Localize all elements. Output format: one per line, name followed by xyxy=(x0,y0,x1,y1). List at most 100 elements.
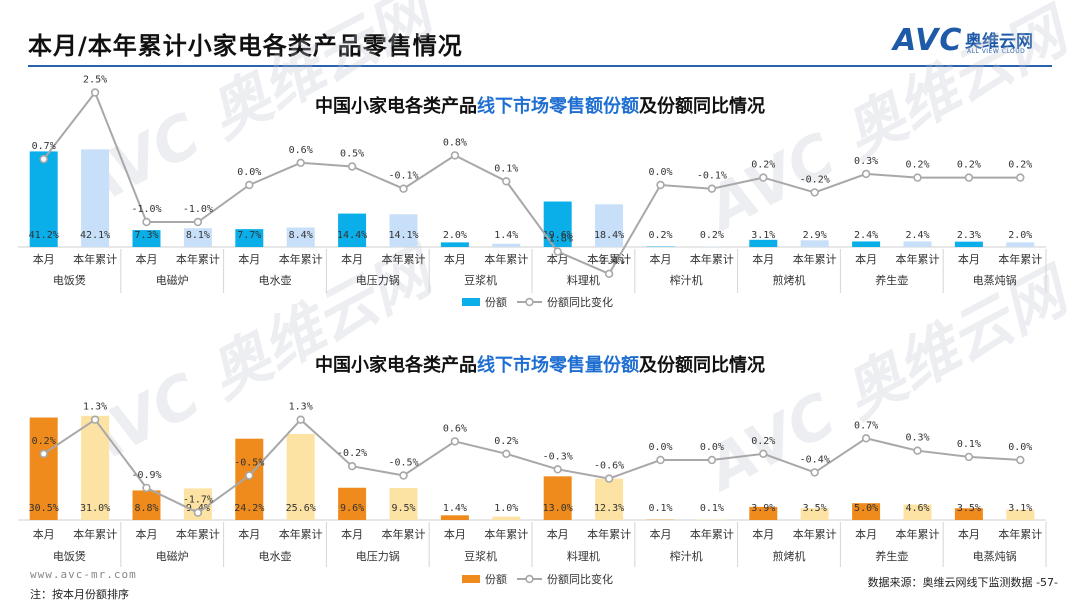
bar-data-label: 9.4% xyxy=(186,503,210,514)
bar xyxy=(286,227,315,247)
yoy-data-label: -0.3% xyxy=(543,451,573,462)
yoy-point xyxy=(759,449,768,458)
sub-category-label: 本年累计 xyxy=(998,252,1042,266)
yoy-data-label: 0.3% xyxy=(854,156,878,167)
sub-category-label: 本月 xyxy=(33,527,55,541)
sub-category-label: 本年累计 xyxy=(484,527,528,541)
sub-category-label: 本年累计 xyxy=(793,527,837,541)
sub-category-label: 本月 xyxy=(752,252,774,266)
bar-data-label: 0.2% xyxy=(700,230,724,241)
group-label: 养生壶 xyxy=(875,273,908,287)
sub-category-label: 本月 xyxy=(650,527,672,541)
bar-data-label: 0.2% xyxy=(648,230,672,241)
yoy-data-label: 0.7% xyxy=(854,420,878,431)
sub-category-label: 本月 xyxy=(752,527,774,541)
bar xyxy=(595,204,624,247)
bar xyxy=(903,241,932,247)
yoy-point xyxy=(964,173,974,182)
yoy-data-label: 0.2% xyxy=(957,160,981,171)
bar xyxy=(81,149,110,247)
sub-category-label: 本月 xyxy=(958,527,980,541)
yoy-point xyxy=(913,173,922,182)
bar xyxy=(132,490,161,520)
bar xyxy=(903,504,932,520)
yoy-point xyxy=(861,169,871,179)
bar-data-label: 5.0% xyxy=(854,503,878,514)
sub-category-label: 本月 xyxy=(547,252,569,266)
yoy-point xyxy=(861,434,871,443)
sub-category-label: 本年累计 xyxy=(279,527,323,541)
group-label: 豆浆机 xyxy=(464,273,497,287)
group-label: 料理机 xyxy=(567,549,600,563)
group-label: 电压力锅 xyxy=(356,274,400,287)
bar xyxy=(183,228,212,247)
yoy-data-label: 0.2% xyxy=(751,436,775,447)
yoy-data-label: 0.2% xyxy=(494,436,518,447)
group-label: 煎烤机 xyxy=(773,273,806,287)
bar xyxy=(440,515,469,520)
bar xyxy=(338,213,367,247)
group-label: 料理机 xyxy=(567,273,600,287)
yoy-data-label: 0.3% xyxy=(905,433,929,444)
yoy-point xyxy=(90,88,100,97)
bar-data-label: 3.9% xyxy=(751,503,775,514)
sub-category-label: 本月 xyxy=(650,252,672,266)
yoy-point xyxy=(964,452,974,462)
yoy-data-label: 0.2% xyxy=(905,160,929,171)
footer-url[interactable]: www.avc-mr.com xyxy=(30,568,137,581)
bar-data-label: 8.1% xyxy=(186,230,210,241)
yoy-data-label: -0.9% xyxy=(131,470,161,481)
yoy-data-label: 0.0% xyxy=(700,442,724,453)
yoy-point xyxy=(553,247,562,256)
yoy-point xyxy=(502,177,511,186)
yoy-point xyxy=(810,188,819,197)
legend-bar-label: 份额 xyxy=(485,573,507,586)
sub-category-label: 本月 xyxy=(341,252,363,266)
bar xyxy=(1006,509,1035,520)
bar-data-label: 25.6% xyxy=(286,503,316,514)
yoy-data-label: 1.3% xyxy=(289,402,313,413)
sub-category-label: 本月 xyxy=(444,527,466,541)
yoy-point xyxy=(90,415,100,424)
bar xyxy=(954,508,983,520)
yoy-point xyxy=(245,180,254,190)
yoy-point xyxy=(450,151,460,160)
yoy-point xyxy=(502,449,511,458)
yoy-point xyxy=(707,184,717,193)
yoy-data-label: -0.5% xyxy=(234,458,264,469)
yoy-data-label: 0.0% xyxy=(648,442,672,453)
sub-category-label: 本年累计 xyxy=(176,252,220,266)
bar xyxy=(595,478,624,520)
bar-data-label: 3.5% xyxy=(957,503,981,514)
bar-data-label: 2.3% xyxy=(957,230,981,241)
yoy-data-label: 1.3% xyxy=(83,402,107,413)
bar xyxy=(132,230,161,247)
bar-data-label: 3.1% xyxy=(1008,503,1032,514)
yoy-data-label: -1.7% xyxy=(183,495,213,506)
bar-data-label: 2.4% xyxy=(854,230,878,241)
footer-note: 注：按本月份额排序 xyxy=(30,588,129,601)
bar-data-label: 3.1% xyxy=(751,230,775,241)
bar-data-label: 2.0% xyxy=(1008,230,1032,241)
yoy-point xyxy=(39,154,48,164)
bar-data-label: 8.8% xyxy=(134,503,158,514)
yoy-data-label: 0.6% xyxy=(443,423,467,434)
bar-data-label: 2.9% xyxy=(803,230,827,241)
yoy-point xyxy=(399,471,408,480)
bar xyxy=(1006,242,1035,247)
yoy-data-label: -1.0% xyxy=(183,204,213,215)
yoy-point xyxy=(347,162,357,171)
bar-data-label: 12.3% xyxy=(594,503,624,514)
yoy-line xyxy=(42,90,1021,276)
yoy-data-label: 0.7% xyxy=(32,141,56,152)
group-label: 电水壶 xyxy=(259,549,292,563)
bar xyxy=(235,229,264,247)
group-label: 电水壶 xyxy=(259,273,292,287)
yoy-point xyxy=(347,462,357,471)
yoy-data-label: 0.6% xyxy=(289,145,313,156)
bar xyxy=(800,240,829,247)
bar-data-label: 18.4% xyxy=(594,230,624,241)
yoy-data-label: 0.1% xyxy=(494,163,518,174)
page-number: -57- xyxy=(1036,576,1058,589)
sub-category-label: 本年累计 xyxy=(896,252,940,266)
